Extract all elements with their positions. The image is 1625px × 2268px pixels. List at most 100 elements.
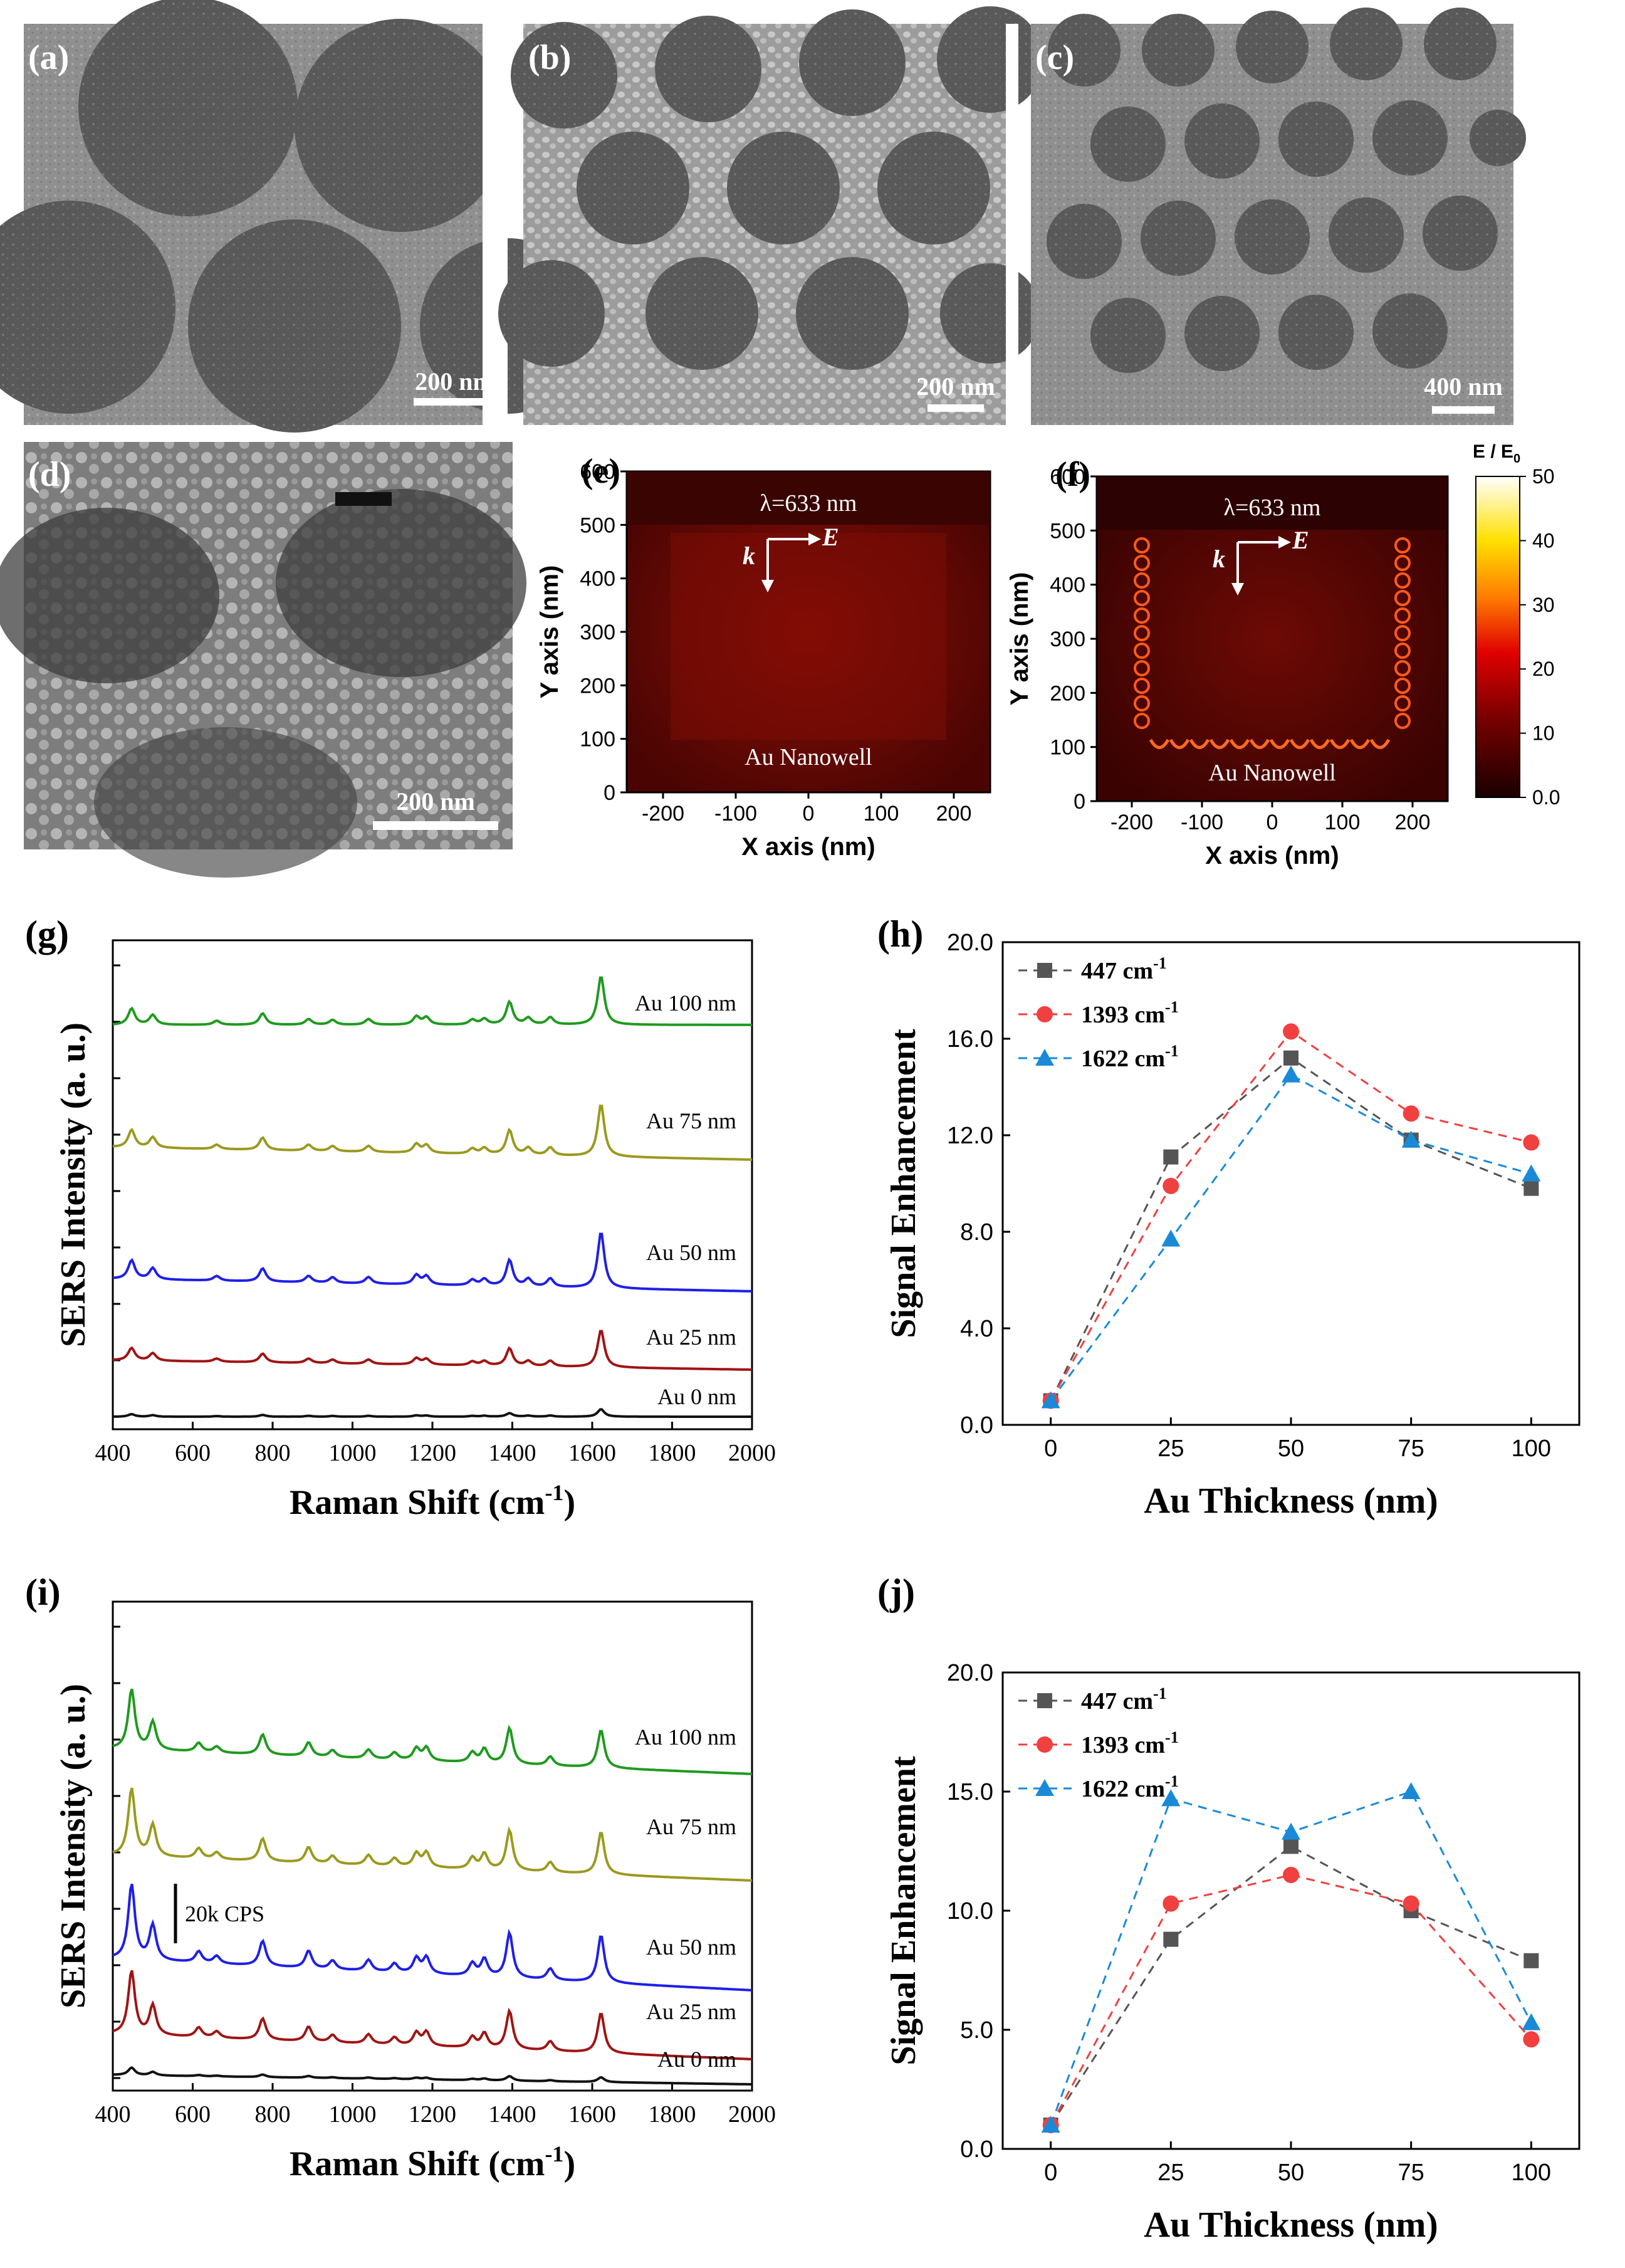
- chart-h-ytick-label: 0.0: [960, 1412, 993, 1439]
- chart-j-series-line: [1050, 1845, 1532, 2126]
- spectra-g-curve: [112, 1105, 752, 1161]
- panel-label-f: (f): [1055, 455, 1090, 494]
- spectra-i-curve: [112, 1883, 753, 1992]
- spectra-g-curve: [112, 1232, 753, 1293]
- hotspot-left: [1134, 695, 1150, 711]
- sem-panel-c: [1031, 8, 1526, 425]
- field-f-xtick-label: 100: [1325, 811, 1361, 834]
- scale-label-b: 200 nm: [916, 372, 995, 401]
- chart-j-legend-label: 1393 cm-1: [1081, 1728, 1179, 1758]
- field-f-ytick-label: 600: [1050, 465, 1085, 489]
- field-e-k: k: [743, 542, 755, 570]
- field-e-xlabel: X axis (nm): [741, 833, 875, 861]
- field-f-xlabel: X axis (nm): [1205, 842, 1339, 869]
- field-e-ytick-label: 600: [580, 460, 615, 484]
- field-e-E: E: [822, 523, 839, 551]
- spectra-g-ylabel: SERS Intensity (a. u.): [54, 1022, 93, 1347]
- field-map-e: [625, 470, 991, 794]
- spectra-i-scalebar-label: 20k CPS: [185, 1901, 264, 1926]
- chart-h-point: [1523, 1134, 1540, 1151]
- chart-h-series-line: [1050, 1030, 1532, 1402]
- chart-h-ylabel: Signal Enhancement: [884, 1029, 923, 1338]
- chart-h-point: [1283, 1050, 1298, 1066]
- hotspot-bottom: [1349, 738, 1371, 749]
- hotspot-right: [1394, 660, 1411, 676]
- chart-j-xtick-label: 100: [1512, 2160, 1551, 2186]
- field-f-caption: Au Nanowell: [1208, 760, 1336, 786]
- chart-h-point: [1403, 1105, 1419, 1122]
- panel-label-j: (j): [877, 1572, 915, 1613]
- chart-h-xtick-label: 25: [1157, 1436, 1184, 1462]
- field-e-caption: Au Nanowell: [745, 744, 872, 770]
- hotspot-bottom: [1169, 738, 1190, 749]
- colorbar-tick-label: 20: [1532, 658, 1555, 680]
- hotspot-left: [1134, 572, 1150, 589]
- colorbar-tick-label: 40: [1532, 529, 1555, 552]
- field-f-wavelength: λ=633 nm: [1224, 495, 1321, 521]
- panel-label-c: (c): [1035, 38, 1074, 77]
- hotspot-left: [1134, 678, 1150, 694]
- chart-h-point: [1282, 1065, 1300, 1083]
- chart-j-point: [1283, 1839, 1298, 1854]
- colorbar-tick-label: 30: [1532, 594, 1555, 616]
- hotspot-right: [1394, 555, 1411, 571]
- chart-h-series-line: [1050, 1073, 1532, 1402]
- scale-label-c: 400 nm: [1424, 372, 1503, 401]
- spectra-i-curve-label: Au 25 nm: [646, 1999, 736, 2024]
- hotspot-left: [1134, 643, 1150, 659]
- chart-j-point: [1523, 2031, 1540, 2048]
- spectra-g-xtick-label: 1400: [489, 1440, 536, 1466]
- chart-h-legend-marker: [1035, 1049, 1054, 1066]
- panel-label-i: (i): [25, 1572, 61, 1613]
- chart-h-xtick-label: 75: [1398, 1436, 1424, 1462]
- chart-j-xtick-label: 75: [1398, 2160, 1424, 2186]
- spectra-g-xlabel: Raman Shift (cm-1): [290, 1480, 575, 1522]
- chart-j-ytick-label: 5.0: [960, 2017, 993, 2044]
- sem-panel-b: [498, 6, 1043, 425]
- spectra-i-curve-label: Au 0 nm: [657, 2047, 736, 2072]
- spectra-i-curve-label: Au 50 nm: [646, 1935, 736, 1960]
- field-f-k: k: [1213, 545, 1225, 573]
- colorbar-tick-label: 50: [1532, 465, 1555, 488]
- chart-h-series-line: [1050, 1056, 1532, 1402]
- spectra-i-xtick-label: 400: [95, 2101, 131, 2128]
- chart-h-legend-marker: [1037, 1006, 1053, 1022]
- chart-h-ytick-label: 20.0: [947, 930, 993, 956]
- chart-h-point: [1401, 1130, 1421, 1148]
- panel-label-b: (b): [528, 38, 571, 77]
- field-f-ytick-label: 100: [1050, 736, 1085, 760]
- hotspot-right: [1394, 572, 1411, 589]
- chart-j-point: [1523, 1953, 1539, 1968]
- spectra-i-xtick-label: 1200: [409, 2101, 456, 2128]
- chart-h-point: [1161, 1229, 1181, 1247]
- hotspot-right: [1394, 625, 1411, 641]
- chart-j-legend-marker: [1037, 1693, 1052, 1708]
- hotspot-left: [1134, 625, 1150, 641]
- hotspot-right: [1394, 590, 1411, 606]
- colorbar-tick-label: 0.0: [1532, 786, 1560, 809]
- hotspot-left: [1134, 590, 1150, 606]
- chart-h-point: [1283, 1023, 1299, 1040]
- field-e-ytick-label: 400: [580, 567, 615, 591]
- chart-j-xlabel: Au Thickness (nm): [1144, 2204, 1438, 2245]
- spectra-g-xtick-label: 1600: [568, 1440, 616, 1466]
- hotspot-right: [1394, 678, 1411, 694]
- hotspot-right: [1394, 537, 1411, 554]
- chart-h-point: [1522, 1164, 1541, 1182]
- hotspot-bottom: [1249, 738, 1270, 749]
- field-e-ytick-label: 0: [603, 781, 615, 805]
- hotspot-bottom: [1149, 738, 1170, 749]
- field-e-xtick-label: 100: [864, 802, 899, 826]
- spectra-i-xlabel: Raman Shift (cm-1): [290, 2141, 575, 2183]
- spectra-i-curve: [112, 2066, 752, 2086]
- hotspot-right: [1394, 607, 1411, 624]
- field-f-xtick-label: 200: [1395, 811, 1431, 834]
- colorbar: [1475, 476, 1520, 798]
- chart-h-ytick-label: 8.0: [960, 1219, 993, 1246]
- chart-j-point: [1161, 1789, 1181, 1807]
- spectra-i-xtick-label: 1800: [649, 2101, 696, 2128]
- field-e-ytick-label: 300: [580, 621, 615, 644]
- chart-j-point: [1041, 2116, 1060, 2133]
- field-e-xtick-label: 200: [936, 802, 972, 826]
